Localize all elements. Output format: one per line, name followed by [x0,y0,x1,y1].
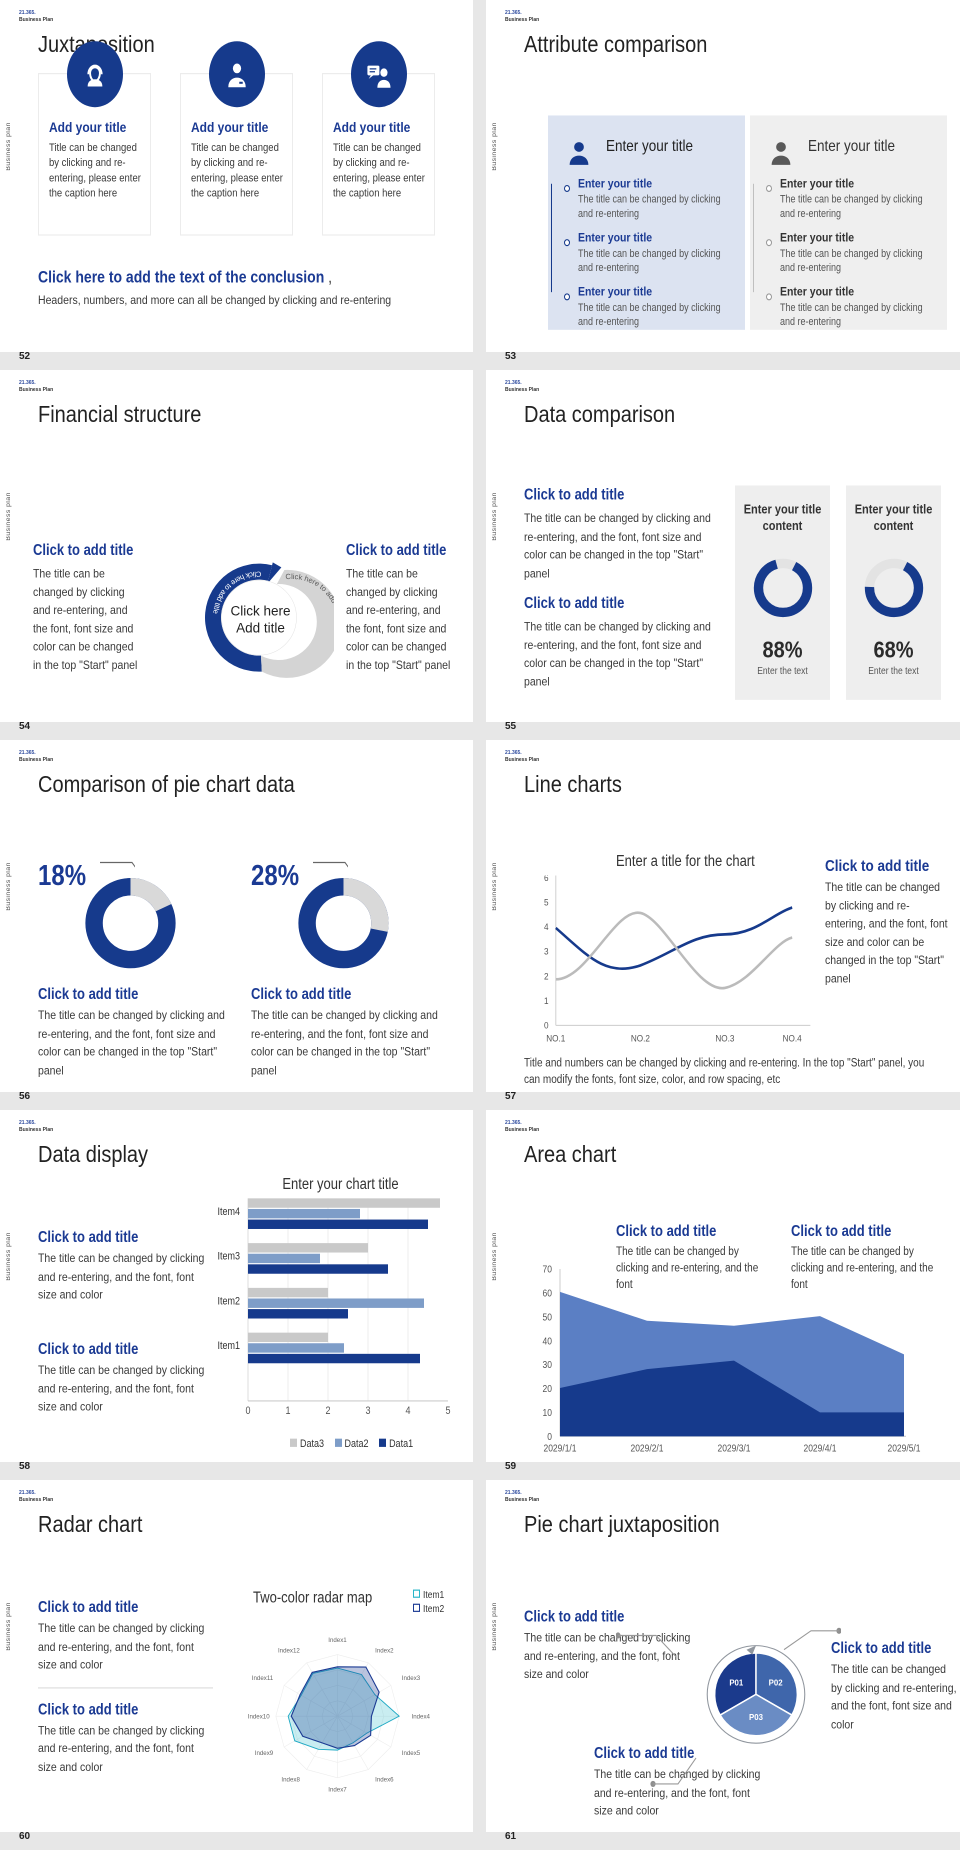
svg-text:4: 4 [544,921,549,932]
svg-text:Index1: Index1 [328,1637,347,1644]
svg-text:6: 6 [544,875,549,883]
svg-text:Index2: Index2 [375,1648,394,1655]
svg-text:Index7: Index7 [328,1786,347,1793]
svg-text:0: 0 [547,1431,552,1442]
svg-text:Item3: Item3 [217,1251,240,1263]
svg-text:Index8: Index8 [281,1777,300,1784]
svg-text:Index6: Index6 [375,1777,394,1784]
svg-text:Index5: Index5 [402,1750,421,1757]
svg-text:2029/3/1: 2029/3/1 [717,1443,750,1454]
svg-text:Index12: Index12 [278,1648,300,1655]
svg-text:60: 60 [543,1288,552,1299]
svg-text:NO.4: NO.4 [783,1033,802,1044]
svg-text:P01: P01 [729,1679,744,1688]
svg-text:3: 3 [544,946,549,957]
svg-text:1: 1 [544,995,549,1006]
svg-text:P03: P03 [749,1713,764,1722]
svg-text:3: 3 [365,1405,370,1417]
svg-text:2: 2 [325,1405,330,1417]
svg-text:Index9: Index9 [255,1750,274,1757]
svg-text:Index4: Index4 [412,1714,431,1721]
svg-text:4: 4 [405,1405,410,1417]
svg-text:2029/4/1: 2029/4/1 [803,1443,836,1454]
svg-text:40: 40 [543,1336,552,1347]
svg-text:5: 5 [445,1405,450,1417]
svg-text:30: 30 [543,1360,552,1371]
svg-text:5: 5 [544,897,549,908]
svg-text:2: 2 [544,971,549,982]
svg-text:Index10: Index10 [248,1714,270,1721]
svg-text:Item4: Item4 [217,1206,240,1218]
svg-text:P02: P02 [769,1679,784,1688]
svg-text:70: 70 [543,1264,552,1275]
svg-text:0: 0 [544,1020,549,1031]
svg-text:2029/5/1: 2029/5/1 [887,1443,920,1454]
svg-text:2029/1/1: 2029/1/1 [543,1443,576,1454]
svg-text:50: 50 [543,1312,552,1323]
svg-text:Index11: Index11 [252,1675,274,1682]
svg-text:20: 20 [543,1384,552,1395]
svg-text:2029/2/1: 2029/2/1 [630,1443,663,1454]
svg-text:1: 1 [285,1405,290,1417]
svg-text:NO.1: NO.1 [546,1033,565,1044]
svg-text:NO.3: NO.3 [715,1033,734,1044]
svg-text:Item1: Item1 [217,1341,240,1353]
svg-text:10: 10 [543,1407,552,1418]
svg-text:0: 0 [245,1405,250,1417]
svg-text:NO.2: NO.2 [631,1033,650,1044]
svg-text:Index3: Index3 [402,1675,421,1682]
svg-text:Item2: Item2 [217,1296,240,1308]
